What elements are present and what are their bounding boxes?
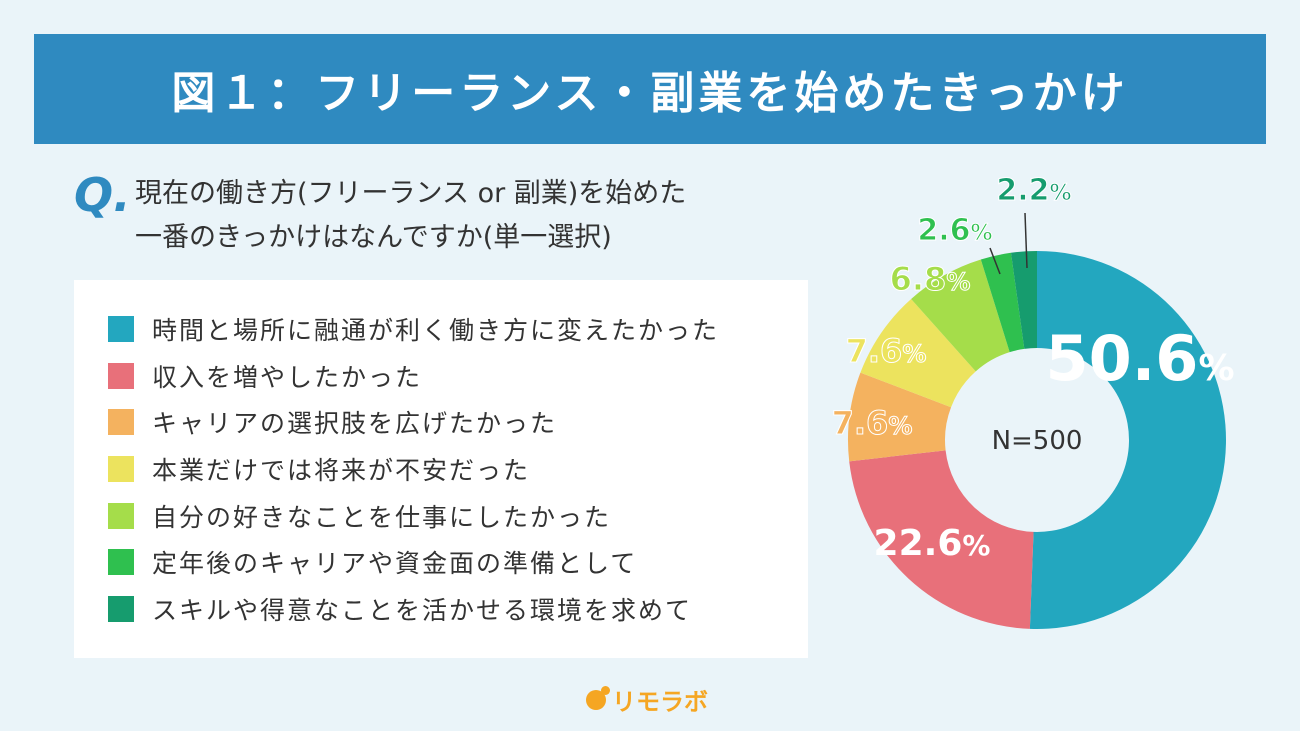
legend-swatch (108, 316, 134, 343)
legend-item: スキルや得意なことを活かせる環境を求めて (108, 586, 808, 633)
legend-label: キャリアの選択肢を広げたかった (152, 409, 558, 439)
legend: 時間と場所に融通が利く働き方に変えたかった 収入を増やしたかったキャリアの選択肢を… (74, 280, 808, 658)
question-text: 現在の働き方(フリーランス or 副業)を始めた 一番のきっかけはなんですか(単… (135, 172, 795, 260)
pie-slice (1029, 251, 1226, 630)
legend-swatch (108, 502, 134, 529)
leader-line (1024, 212, 1028, 269)
data-label: 2.6% (917, 213, 992, 248)
pie-slice (860, 299, 976, 408)
legend-swatch (108, 549, 134, 576)
data-label: 2.2% (996, 173, 1071, 208)
question-mark-icon: Q. (74, 168, 131, 222)
pie-slice (911, 259, 1010, 372)
legend-item: 自分の好きなことを仕事にしたかった (108, 492, 808, 539)
legend-item: キャリアの選択肢を広げたかった (108, 399, 808, 446)
pie-slice (848, 372, 952, 462)
data-label: 50.6% (1045, 322, 1234, 395)
legend-item: 収入を増やしたかった (108, 353, 808, 400)
legend-label: 自分の好きなことを仕事にしたかった (152, 502, 612, 532)
legend-swatch (108, 362, 134, 389)
legend-swatch (108, 456, 134, 483)
title-banner: 図１：フリーランス・副業を始めたきっかけ (34, 34, 1266, 144)
center-label: N=500 (992, 426, 1083, 456)
legend-swatch (108, 409, 134, 436)
brand-logo: リモラボ (586, 682, 708, 717)
legend-label: 時間と場所に融通が利く働き方に変えたかった (152, 316, 720, 346)
legend-item: 本業だけでは将来が不安だった (108, 446, 808, 493)
legend-label: 収入を増やしたかった (152, 362, 423, 392)
legend-item: 定年後のキャリアや資金面の準備として (108, 539, 808, 586)
question-line-2: 一番のきっかけはなんですか(単一選択) (135, 222, 612, 253)
logo-text: リモラボ (612, 688, 708, 716)
pie-slice (1010, 251, 1037, 349)
data-label: 7.6% (832, 404, 913, 442)
pie-slice (980, 252, 1025, 353)
data-label: 7.6% (846, 332, 927, 370)
legend-label: スキルや得意なことを活かせる環境を求めて (152, 595, 693, 625)
legend-label: 本業だけでは将来が不安だった (152, 456, 531, 486)
data-label: 6.8% (890, 260, 971, 298)
pie-slice (849, 450, 1034, 629)
leader-line (989, 247, 1001, 275)
legend-swatch (108, 595, 134, 622)
legend-label: 定年後のキャリアや資金面の準備として (152, 549, 638, 579)
data-label: 22.6% (874, 523, 991, 564)
question-line-1: 現在の働き方(フリーランス or 副業)を始めた (135, 178, 687, 209)
page-title: 図１：フリーランス・副業を始めたきっかけ (171, 68, 1129, 119)
logo-dot-icon (586, 685, 610, 710)
legend-item: 時間と場所に融通が利く働き方に変えたかった (108, 306, 808, 353)
